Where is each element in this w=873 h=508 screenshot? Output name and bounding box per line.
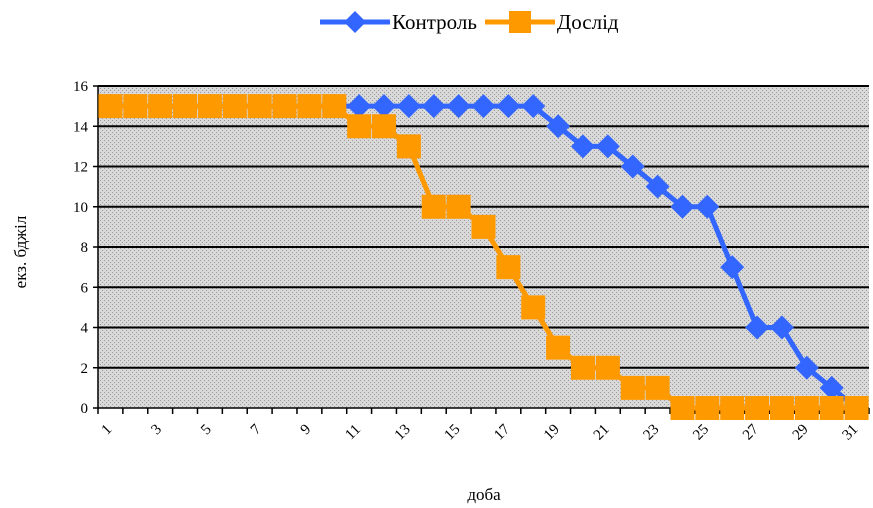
data-point xyxy=(819,396,844,420)
data-point xyxy=(98,94,123,119)
data-point xyxy=(670,396,695,420)
legend-item-control: Контроль xyxy=(320,10,477,35)
data-point xyxy=(570,355,595,380)
legend-label-control: Контроль xyxy=(392,9,477,34)
y-axis-title: екз. бджіл xyxy=(11,215,30,288)
y-tick-label: 2 xyxy=(81,361,89,377)
data-point xyxy=(421,94,446,119)
x-tick-label: 29 xyxy=(790,422,812,444)
data-point xyxy=(546,335,571,360)
data-point xyxy=(645,174,670,199)
data-point xyxy=(570,134,595,159)
data-point xyxy=(148,94,173,119)
x-tick-label: 15 xyxy=(442,422,464,444)
data-point xyxy=(745,315,770,340)
data-point xyxy=(844,396,869,420)
data-point xyxy=(794,396,819,420)
data-point xyxy=(247,94,272,119)
data-point xyxy=(645,375,670,400)
x-tick-label: 19 xyxy=(541,422,563,444)
data-point xyxy=(695,396,720,420)
data-point xyxy=(521,295,546,320)
data-point xyxy=(446,194,471,219)
x-tick-label: 13 xyxy=(392,422,414,444)
x-axis-title: доба xyxy=(467,485,501,504)
x-tick-label: 21 xyxy=(591,422,613,444)
data-point xyxy=(446,94,471,119)
data-point xyxy=(123,94,148,119)
data-point xyxy=(272,94,297,119)
x-tick-label: 7 xyxy=(248,421,265,438)
data-point xyxy=(297,94,322,119)
data-point xyxy=(595,355,620,380)
y-tick-label: 14 xyxy=(73,119,89,135)
data-point xyxy=(794,355,819,380)
x-tick-label: 27 xyxy=(740,421,762,443)
data-point xyxy=(496,255,521,280)
data-point xyxy=(620,154,645,179)
data-point xyxy=(173,94,198,119)
data-point xyxy=(471,214,496,239)
x-tick-label: 5 xyxy=(198,422,215,439)
data-point xyxy=(595,134,620,159)
y-tick-label: 8 xyxy=(81,240,89,256)
data-point xyxy=(372,94,397,119)
legend-swatch-experiment xyxy=(484,11,555,33)
x-tick-label: 31 xyxy=(839,422,861,444)
data-point xyxy=(347,94,372,119)
y-tick-label: 16 xyxy=(73,79,89,95)
x-tick-label: 1 xyxy=(99,422,116,439)
data-point xyxy=(819,375,844,400)
legend-label-experiment: Дослід xyxy=(556,9,619,34)
x-tick-label: 25 xyxy=(690,422,712,444)
data-point xyxy=(347,114,372,139)
y-tick-label: 0 xyxy=(81,401,89,417)
data-point xyxy=(222,94,247,119)
data-point xyxy=(396,94,421,119)
y-tick-label: 4 xyxy=(81,321,89,337)
data-point xyxy=(769,396,794,420)
data-point xyxy=(372,114,397,139)
data-point xyxy=(546,114,571,139)
data-point xyxy=(521,94,546,119)
y-tick-label: 10 xyxy=(73,200,88,216)
data-point xyxy=(496,94,521,119)
data-point xyxy=(471,94,496,119)
data-point xyxy=(745,396,770,420)
legend-swatch-control xyxy=(320,11,390,33)
data-point xyxy=(396,134,421,159)
data-point xyxy=(197,94,222,119)
y-tick-label: 6 xyxy=(81,280,89,296)
x-tick-label: 11 xyxy=(342,422,364,444)
legend-item-experiment: Дослід xyxy=(484,9,619,35)
data-point xyxy=(720,396,745,420)
x-tick-label: 17 xyxy=(491,421,513,443)
legend: Контроль Дослід xyxy=(320,8,627,36)
data-point xyxy=(720,255,745,280)
x-tick-label: 9 xyxy=(298,422,315,439)
data-point xyxy=(620,375,645,400)
data-point xyxy=(322,94,347,119)
y-tick-label: 12 xyxy=(73,160,88,176)
data-point xyxy=(695,194,720,219)
x-tick-label: 23 xyxy=(641,422,663,444)
data-point xyxy=(670,194,695,219)
data-point xyxy=(421,194,446,219)
data-point xyxy=(769,315,794,340)
x-tick-label: 3 xyxy=(148,422,165,439)
series-2 xyxy=(98,94,869,420)
